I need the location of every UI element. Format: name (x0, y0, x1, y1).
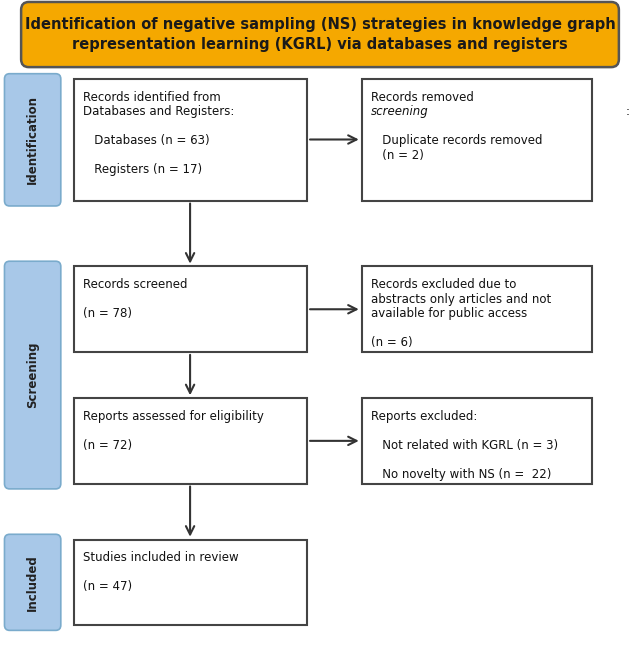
FancyBboxPatch shape (74, 540, 307, 625)
Text: (n = 47): (n = 47) (83, 580, 132, 594)
Text: No novelty with NS (n =  22): No novelty with NS (n = 22) (371, 468, 551, 481)
FancyBboxPatch shape (4, 74, 61, 206)
Text: Reports assessed for eligibility: Reports assessed for eligibility (83, 410, 264, 423)
FancyBboxPatch shape (74, 398, 307, 484)
Text: Not related with KGRL (n = 3): Not related with KGRL (n = 3) (371, 439, 557, 452)
Text: Identification of negative sampling (NS) strategies in knowledge graph
represent: Identification of negative sampling (NS)… (24, 17, 616, 52)
Text: Records removed: Records removed (371, 91, 477, 104)
Text: Reports excluded:: Reports excluded: (371, 410, 477, 423)
Text: Duplicate records removed: Duplicate records removed (371, 134, 542, 147)
Text: Studies included in review: Studies included in review (83, 551, 238, 565)
Text: abstracts only articles and not: abstracts only articles and not (371, 293, 551, 306)
Text: (n = 2): (n = 2) (371, 149, 424, 162)
FancyBboxPatch shape (362, 266, 592, 352)
FancyBboxPatch shape (362, 398, 592, 484)
Text: Records screened: Records screened (83, 278, 187, 291)
FancyBboxPatch shape (4, 261, 61, 489)
Text: (n = 72): (n = 72) (83, 439, 132, 452)
Text: available for public access: available for public access (371, 307, 527, 320)
FancyBboxPatch shape (21, 2, 619, 67)
Text: screening: screening (371, 105, 428, 118)
Text: Registers (n = 17): Registers (n = 17) (83, 163, 202, 176)
Text: Screening: Screening (26, 342, 39, 409)
Text: Records excluded due to: Records excluded due to (371, 278, 516, 291)
Text: Databases (n = 63): Databases (n = 63) (83, 134, 209, 147)
FancyBboxPatch shape (74, 266, 307, 352)
Text: Included: Included (26, 554, 39, 611)
FancyBboxPatch shape (74, 79, 307, 201)
Text: :: : (625, 105, 629, 118)
Text: (n = 6): (n = 6) (371, 336, 412, 349)
FancyBboxPatch shape (362, 79, 592, 201)
FancyBboxPatch shape (4, 534, 61, 630)
Text: Records identified from: Records identified from (83, 91, 220, 104)
Text: Identification: Identification (26, 95, 39, 184)
Text: (n = 78): (n = 78) (83, 307, 132, 320)
Text: Databases and Registers:: Databases and Registers: (83, 105, 234, 118)
